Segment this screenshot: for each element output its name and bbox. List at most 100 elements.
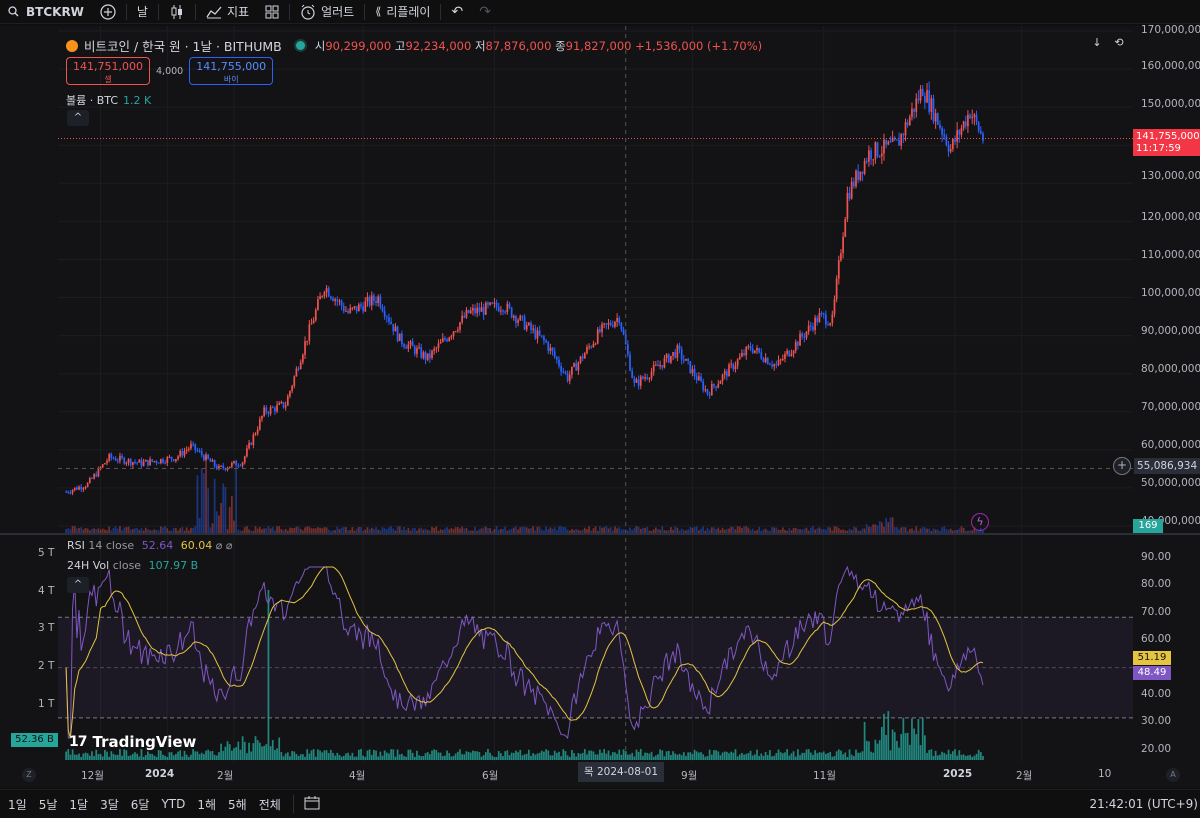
vol24-bar xyxy=(637,751,640,760)
volume-bar xyxy=(289,527,291,533)
volume-bar xyxy=(431,526,433,533)
vol24-bar xyxy=(302,754,304,760)
candle-body xyxy=(637,379,640,386)
volume-bar xyxy=(325,527,328,533)
vol24-bar xyxy=(906,732,909,760)
replay-button[interactable]: ⟪ 리플레이 xyxy=(367,0,438,24)
vol24-bar xyxy=(691,753,694,760)
visibility-icon[interactable]: ⌀ ⌀ xyxy=(215,539,233,552)
vol24-bar xyxy=(484,752,487,760)
undo-icon: ↶ xyxy=(451,3,464,20)
volume-bar xyxy=(820,528,823,533)
vol24-bar xyxy=(603,749,606,760)
auto-scale-icon[interactable]: A xyxy=(1166,768,1180,782)
compare-symbol-button[interactable] xyxy=(92,0,124,24)
range-button[interactable]: 5해 xyxy=(228,797,247,812)
alert-button[interactable]: 얼러트 xyxy=(292,0,362,24)
rsi-axis[interactable]: 90.00 80.00 70.00 60.00 40.00 30.00 20.0… xyxy=(1133,535,1200,762)
range-button[interactable]: 1해 xyxy=(197,797,217,812)
vol24-legend[interactable]: 24H Vol close 107.97 B xyxy=(67,559,198,572)
vol24-bar xyxy=(642,755,644,760)
lightning-icon[interactable]: ϟ xyxy=(971,513,989,531)
candle-body xyxy=(939,124,941,129)
add-order-icon[interactable]: + xyxy=(1113,457,1131,475)
date-range-button[interactable] xyxy=(292,795,326,813)
redo-button[interactable]: ↷ xyxy=(471,0,499,24)
tradingview-mark-icon: 17 xyxy=(69,734,88,750)
vol24-bar xyxy=(792,751,795,760)
vol24-bar xyxy=(958,750,961,760)
volume-bar xyxy=(566,529,569,533)
sell-button[interactable]: 141,751,000 셀 xyxy=(66,57,150,85)
range-button[interactable]: 6달 xyxy=(130,797,150,812)
vol24-bar xyxy=(226,741,229,760)
volume-legend[interactable]: 볼륨 · BTC 1.2 K xyxy=(66,92,151,108)
candle-body xyxy=(82,488,85,490)
collapse-indicator-legend-button[interactable]: ^ xyxy=(67,577,89,593)
chart-canvas[interactable] xyxy=(0,26,1200,788)
volume-bar xyxy=(902,526,905,533)
candle-body xyxy=(620,322,623,330)
rsi-tick: 60.00 xyxy=(1141,633,1172,645)
vol24-bar xyxy=(809,752,812,760)
candle-body xyxy=(766,357,769,365)
candle-body xyxy=(579,356,582,363)
vol24-bar xyxy=(230,750,233,760)
vol24-bar xyxy=(252,743,255,760)
range-button[interactable]: 전체 xyxy=(258,797,281,812)
candle-body xyxy=(601,324,603,333)
vol24-bar xyxy=(579,753,582,760)
candle-body xyxy=(730,363,733,365)
indicators-button[interactable]: 지표 xyxy=(198,0,257,24)
range-button[interactable]: 3달 xyxy=(100,797,119,812)
undo-button[interactable]: ↶ xyxy=(443,0,471,24)
zoom-reset-icon[interactable]: Z xyxy=(22,768,36,782)
candle-body xyxy=(855,170,857,187)
vol24-bar xyxy=(138,756,141,760)
volume-bar xyxy=(865,524,868,533)
vol24-bar xyxy=(876,743,879,760)
candle-body xyxy=(228,466,231,468)
chevron-up-icon: ^ xyxy=(73,579,83,590)
chart-type-button[interactable] xyxy=(161,0,193,24)
vol24-bar xyxy=(345,753,347,760)
candle-body xyxy=(848,192,851,199)
vol24-bar xyxy=(422,756,425,760)
clock[interactable]: 21:42:01 (UTC+9) xyxy=(1089,797,1198,811)
collapse-legend-button[interactable]: ^ xyxy=(67,110,89,126)
range-button[interactable]: 1달 xyxy=(69,797,89,812)
candle-body xyxy=(562,371,565,373)
pane-divider[interactable] xyxy=(0,533,1200,535)
candle-body xyxy=(480,307,483,312)
refresh-icon[interactable]: ⟲ xyxy=(1114,36,1124,49)
candle-body xyxy=(852,181,855,187)
interval-button[interactable]: 날 xyxy=(129,0,156,24)
vol24-bar xyxy=(596,754,599,760)
chart-area[interactable]: 비트코인 / 한국 원 · 1날 · BITHUMB 시90,299,000 고… xyxy=(0,24,1200,788)
buy-button[interactable]: 141,755,000 바이 xyxy=(189,57,274,85)
rsi-legend[interactable]: RSI 14 close 52.64 60.04 ⌀ ⌀ xyxy=(67,539,232,552)
candle-body xyxy=(594,343,597,345)
time-axis[interactable]: Z 12월 2024 2월 4월 6월 목 2024-08-01 9월 11월 … xyxy=(0,762,1200,788)
rsi-label: RSI xyxy=(67,539,85,552)
templates-button[interactable] xyxy=(257,0,287,24)
candle-body xyxy=(224,468,227,470)
vol24-bar xyxy=(837,749,840,760)
candle-body xyxy=(773,364,776,367)
vol24-bar xyxy=(172,755,175,760)
vol24-bar xyxy=(119,749,121,760)
vol24-bar xyxy=(192,749,194,760)
volume-bar xyxy=(667,530,670,533)
symbol-search-button[interactable]: BTCKRW xyxy=(0,0,92,24)
volume-bar xyxy=(407,527,410,533)
vol24-bar xyxy=(82,753,85,760)
candle-body xyxy=(321,295,324,297)
range-button[interactable]: YTD xyxy=(161,797,186,811)
range-button[interactable]: 1일 xyxy=(8,797,27,812)
volume-bar xyxy=(224,486,227,533)
volume-bar xyxy=(704,530,707,533)
vol24-bar xyxy=(790,753,793,760)
scroll-down-icon[interactable]: ↓ xyxy=(1092,36,1102,49)
range-button[interactable]: 5날 xyxy=(38,797,58,812)
tradingview-logo[interactable]: 17 TradingView xyxy=(69,733,196,751)
